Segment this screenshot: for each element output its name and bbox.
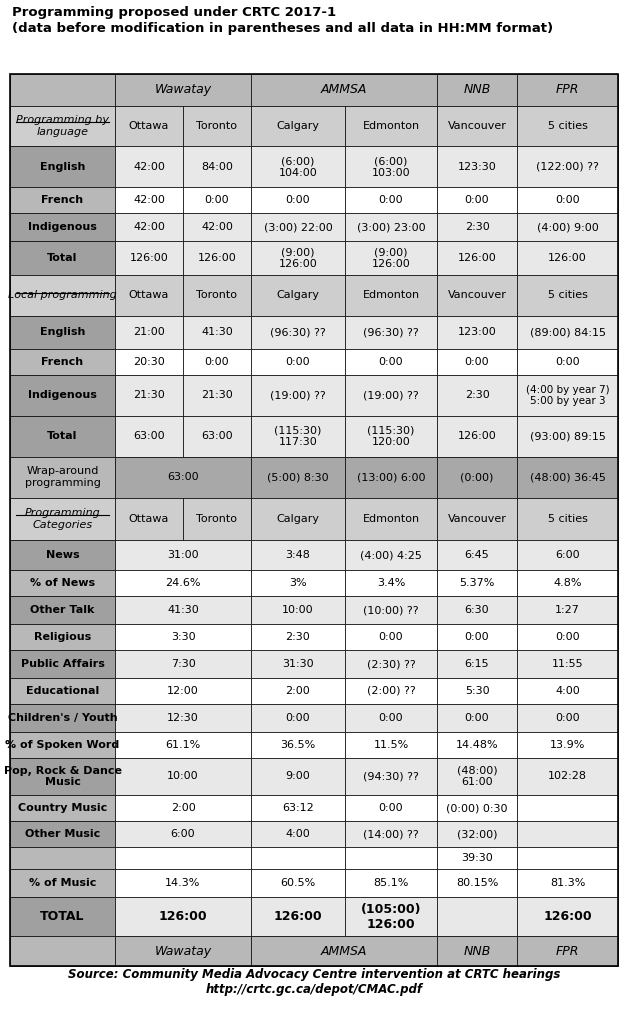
- Text: 7:30: 7:30: [171, 659, 195, 669]
- Text: Pop, Rock & Dance
Music: Pop, Rock & Dance Music: [4, 766, 121, 787]
- Bar: [115, 821, 251, 847]
- Text: 80.15%: 80.15%: [456, 879, 498, 888]
- Text: Ottawa: Ottawa: [129, 121, 169, 131]
- Text: (115:30)
117:30: (115:30) 117:30: [274, 426, 322, 447]
- Bar: [437, 821, 517, 847]
- Text: Programming by
language: Programming by language: [16, 116, 109, 137]
- Text: 0:00: 0:00: [465, 357, 489, 367]
- Bar: [251, 498, 345, 541]
- Text: 0:00: 0:00: [555, 357, 580, 367]
- Bar: [345, 375, 437, 416]
- Bar: [115, 703, 251, 732]
- Bar: [10, 869, 115, 897]
- Bar: [10, 274, 115, 315]
- Bar: [251, 821, 345, 847]
- Bar: [115, 758, 251, 795]
- Text: (6:00)
104:00: (6:00) 104:00: [279, 156, 317, 178]
- Text: 42:00: 42:00: [133, 196, 165, 206]
- Text: % of News: % of News: [30, 579, 95, 588]
- Text: 3.4%: 3.4%: [377, 579, 405, 588]
- Bar: [251, 897, 345, 936]
- Bar: [437, 187, 517, 213]
- Bar: [437, 624, 517, 650]
- Text: (48:00) 36:45: (48:00) 36:45: [529, 472, 605, 482]
- Bar: [251, 758, 345, 795]
- Bar: [115, 416, 183, 457]
- Bar: [437, 541, 517, 570]
- Bar: [251, 678, 345, 703]
- Text: 0:00: 0:00: [379, 803, 403, 813]
- Bar: [437, 213, 517, 242]
- Bar: [437, 349, 517, 375]
- Bar: [517, 274, 618, 315]
- Text: 1:27: 1:27: [555, 605, 580, 615]
- Text: Wawatay: Wawatay: [154, 83, 212, 96]
- Text: 126:00: 126:00: [548, 253, 587, 263]
- Bar: [10, 821, 115, 847]
- Text: Ottawa: Ottawa: [129, 514, 169, 524]
- Bar: [10, 242, 115, 274]
- Text: Religious: Religious: [34, 632, 91, 642]
- Text: News: News: [46, 550, 79, 560]
- Bar: [517, 650, 618, 678]
- Bar: [251, 315, 345, 349]
- Bar: [251, 375, 345, 416]
- Text: Public Affairs: Public Affairs: [21, 659, 104, 669]
- Text: 63:00: 63:00: [167, 472, 199, 482]
- Bar: [345, 274, 437, 315]
- Bar: [115, 624, 251, 650]
- Bar: [517, 416, 618, 457]
- Text: (115:30)
120:00: (115:30) 120:00: [367, 426, 414, 447]
- Text: 2:00: 2:00: [286, 686, 310, 696]
- Text: NNB: NNB: [463, 83, 490, 96]
- Bar: [115, 105, 183, 146]
- Bar: [437, 498, 517, 541]
- Text: 41:30: 41:30: [201, 328, 233, 337]
- Text: Edmonton: Edmonton: [362, 514, 420, 524]
- Bar: [251, 457, 345, 498]
- Bar: [345, 570, 437, 596]
- Bar: [345, 457, 437, 498]
- Text: 36.5%: 36.5%: [280, 740, 316, 750]
- Bar: [115, 274, 183, 315]
- Bar: [437, 847, 517, 869]
- Bar: [517, 457, 618, 498]
- Text: 0:00: 0:00: [465, 196, 489, 206]
- Text: Calgary: Calgary: [276, 514, 320, 524]
- Bar: [251, 624, 345, 650]
- Text: 0:00: 0:00: [286, 713, 310, 723]
- Text: 21:00: 21:00: [133, 328, 165, 337]
- Text: 10:00: 10:00: [282, 605, 314, 615]
- Text: 126:00: 126:00: [159, 910, 207, 924]
- Bar: [115, 795, 251, 821]
- Bar: [345, 847, 437, 869]
- Bar: [517, 758, 618, 795]
- Text: Educational: Educational: [26, 686, 99, 696]
- Text: 0:00: 0:00: [465, 713, 489, 723]
- Text: 10:00: 10:00: [167, 771, 199, 781]
- Bar: [345, 897, 437, 936]
- Text: Programming proposed under CRTC 2017-1: Programming proposed under CRTC 2017-1: [12, 6, 336, 19]
- Bar: [437, 795, 517, 821]
- Bar: [251, 105, 345, 146]
- Text: 102:28: 102:28: [548, 771, 587, 781]
- Bar: [251, 869, 345, 897]
- Bar: [10, 349, 115, 375]
- Bar: [345, 315, 437, 349]
- Text: http://crtc.gc.ca/depot/CMAC.pdf: http://crtc.gc.ca/depot/CMAC.pdf: [205, 983, 423, 996]
- Text: 6:00: 6:00: [171, 829, 195, 839]
- Text: 6:15: 6:15: [465, 659, 489, 669]
- Text: 3:48: 3:48: [286, 550, 310, 560]
- Bar: [115, 847, 251, 869]
- Bar: [251, 596, 345, 624]
- Text: English: English: [40, 328, 85, 337]
- Bar: [10, 315, 115, 349]
- Bar: [437, 457, 517, 498]
- Bar: [251, 349, 345, 375]
- Text: 42:00: 42:00: [201, 222, 233, 232]
- Bar: [437, 416, 517, 457]
- Text: Edmonton: Edmonton: [362, 121, 420, 131]
- Text: (96:30) ??: (96:30) ??: [270, 328, 326, 337]
- Bar: [517, 795, 618, 821]
- Bar: [345, 758, 437, 795]
